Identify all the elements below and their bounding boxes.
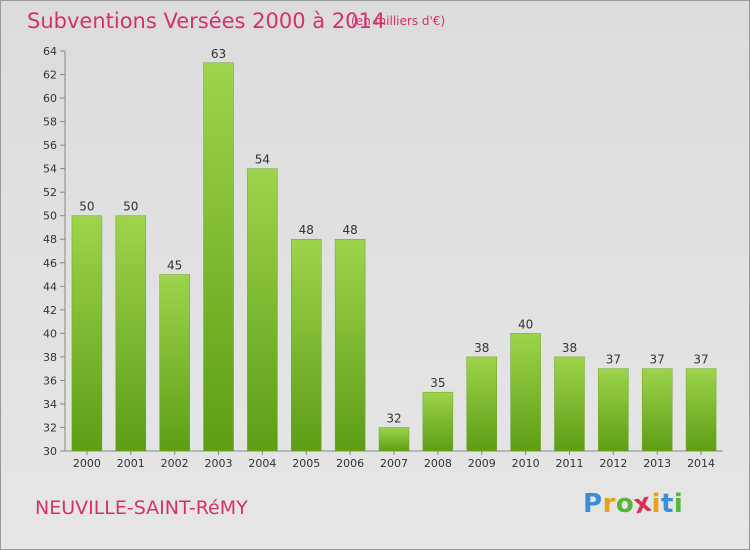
data-label-2007: 32	[386, 411, 401, 425]
bar-2006	[334, 238, 366, 452]
bar-2008	[422, 391, 454, 452]
y-tick-label: 46	[43, 257, 57, 270]
x-tick-label-2011: 2011	[555, 457, 583, 470]
bar-2003	[203, 62, 234, 452]
bar-2004	[247, 168, 278, 452]
y-tick-label: 58	[43, 116, 57, 129]
chart-unit: (en milliers d'€)	[351, 14, 446, 28]
x-tick-label-2004: 2004	[248, 457, 276, 470]
x-tick-label-2003: 2003	[205, 457, 233, 470]
logo-letter: o	[615, 489, 635, 519]
bar-2005	[291, 238, 322, 452]
data-label-2003: 63	[211, 47, 226, 61]
logo-letter: P	[583, 489, 603, 519]
bar-2013	[641, 368, 673, 452]
data-label-2000: 50	[79, 200, 94, 214]
data-label-2008: 35	[430, 376, 445, 390]
data-labels: 50 50 45 63 54 48 48 32 35 38 40 38 37 37 37	[79, 47, 708, 426]
bar-2011	[554, 356, 585, 452]
y-tick-label: 42	[43, 304, 57, 317]
y-tick-label: 60	[43, 92, 57, 105]
x-tick-label-2008: 2008	[424, 457, 452, 470]
logo-letter: i	[651, 489, 661, 519]
y-tick-label: 34	[43, 398, 57, 411]
data-label-2012: 37	[606, 353, 621, 367]
x-tick-label-2010: 2010	[512, 457, 540, 470]
data-label-2005: 48	[299, 223, 314, 237]
bar-2000	[71, 215, 103, 452]
x-tick-label-2009: 2009	[468, 457, 496, 470]
bar-2002	[159, 274, 190, 452]
data-label-2011: 38	[562, 341, 577, 355]
y-tick-label: 38	[43, 351, 57, 364]
x-tick-label-2014: 2014	[687, 457, 715, 470]
bar-2010	[510, 333, 541, 452]
commune-name: NEUVILLE-SAINT-RéMY	[35, 497, 248, 519]
bar-2012	[598, 368, 629, 452]
y-tick-label: 48	[43, 233, 57, 246]
proxiti-logo: Proxiti	[583, 488, 684, 521]
y-tick-label: 52	[43, 186, 57, 199]
logo-letter: i	[673, 489, 684, 519]
y-tick-label: 54	[43, 163, 57, 176]
data-label-2006: 48	[342, 223, 357, 237]
y-tick-label: 36	[43, 374, 57, 387]
x-tick-label-2000: 2000	[73, 457, 101, 470]
y-tick-label: 44	[43, 280, 57, 293]
x-tick-label-2007: 2007	[380, 457, 408, 470]
bar-2007	[378, 427, 410, 452]
data-label-2009: 38	[474, 341, 489, 355]
chart-title: Subventions Versées 2000 à 2014	[27, 9, 386, 33]
axes: 30 32 34 36 38 40 42 44 46 48 50 52 54 56 58 60 62 64 2000…	[43, 45, 723, 470]
data-label-2013: 37	[650, 353, 665, 367]
bar-2001	[115, 215, 147, 452]
data-label-2004: 54	[255, 153, 270, 167]
x-tick-label-2012: 2012	[599, 457, 627, 470]
y-tick-label: 50	[43, 210, 57, 223]
y-tick-label: 30	[43, 445, 57, 458]
y-tick-label: 64	[43, 45, 57, 58]
y-tick-label: 32	[43, 421, 57, 434]
y-tick-label: 56	[43, 139, 57, 152]
data-label-2001: 50	[123, 200, 138, 214]
logo-letter: r	[602, 489, 616, 519]
logo-letter: t	[660, 489, 674, 519]
data-label-2010: 40	[518, 317, 533, 331]
bars	[71, 62, 717, 452]
y-tick-label: 62	[43, 69, 57, 82]
x-tick-label-2013: 2013	[643, 457, 671, 470]
x-tick-label-2005: 2005	[292, 457, 320, 470]
bar-2014	[685, 368, 717, 452]
data-label-2014: 37	[693, 353, 708, 367]
x-tick-label-2001: 2001	[117, 457, 145, 470]
y-tick-label: 40	[43, 327, 57, 340]
x-tick-label-2002: 2002	[161, 457, 189, 470]
x-tick-label-2006: 2006	[336, 457, 364, 470]
bar-2009	[466, 356, 497, 452]
data-label-2002: 45	[167, 259, 182, 273]
